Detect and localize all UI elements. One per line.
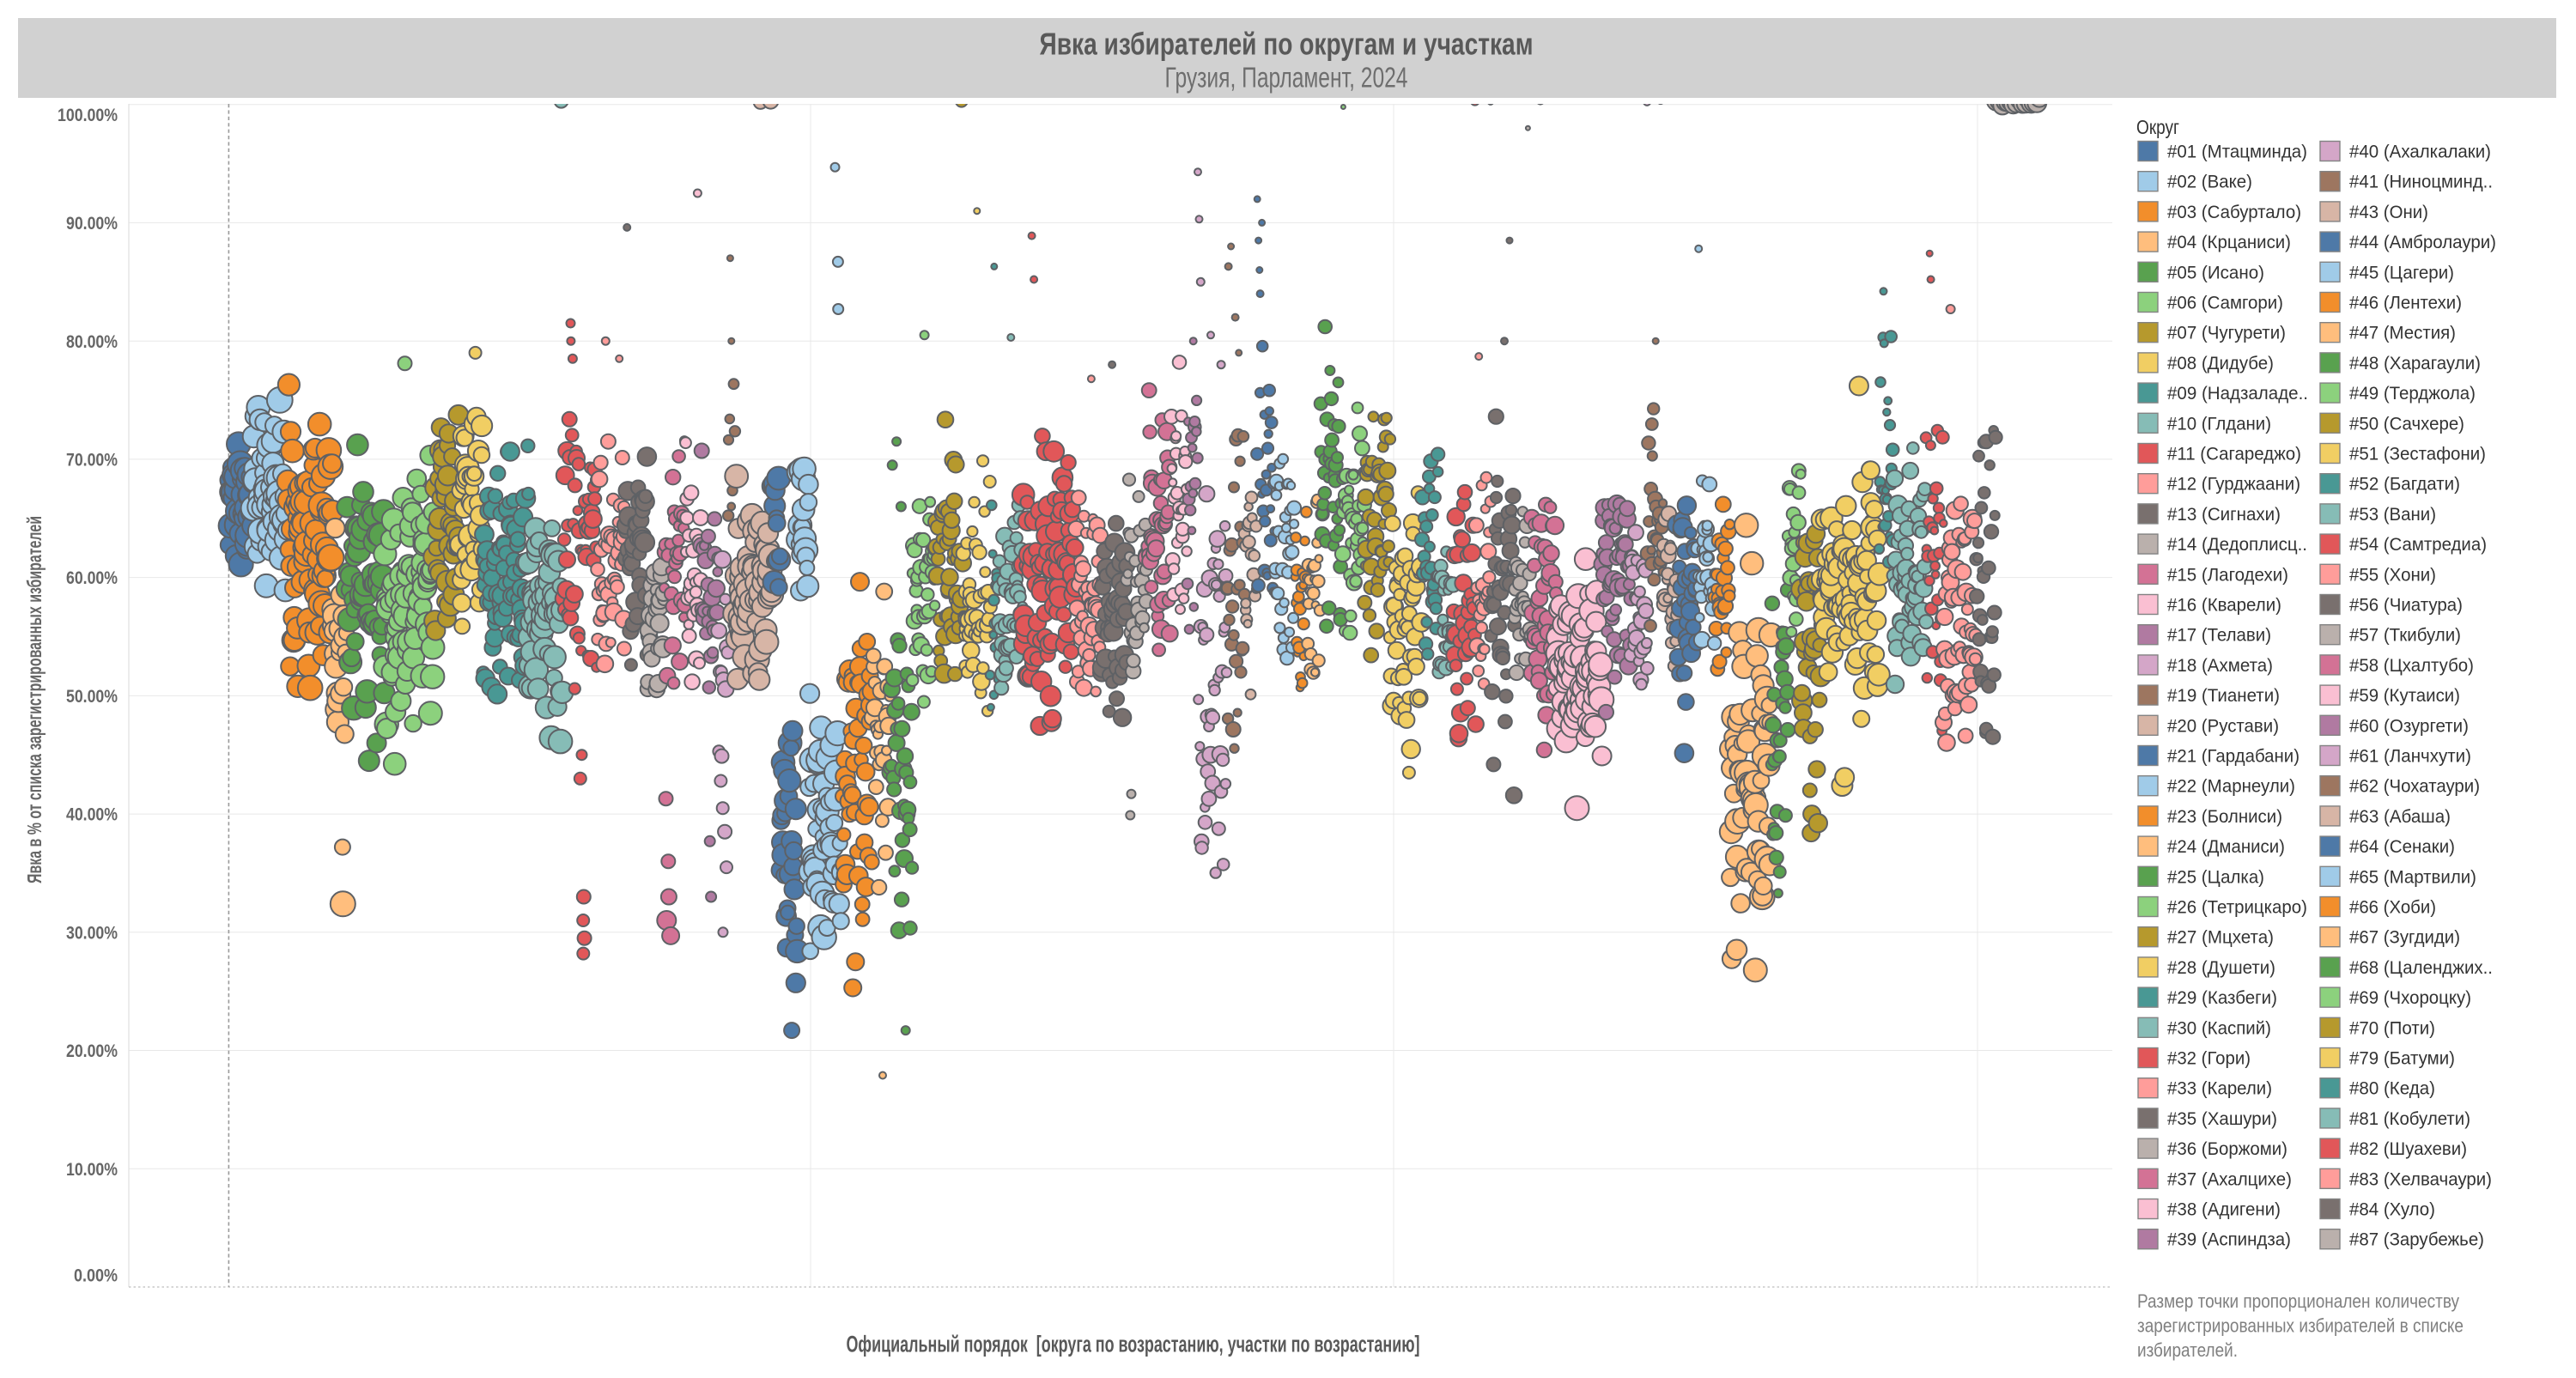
svg-text:#35 (Хашури): #35 (Хашури) [2167, 1109, 2277, 1129]
svg-text:30.00%: 30.00% [66, 923, 118, 943]
svg-text:#05 (Исано): #05 (Исано) [2167, 263, 2264, 282]
svg-text:#44 (Амбролаури): #44 (Амбролаури) [2349, 233, 2496, 252]
svg-text:#06 (Самгори): #06 (Самгори) [2167, 294, 2283, 313]
svg-text:#79 (Батуми): #79 (Батуми) [2349, 1049, 2455, 1069]
svg-text:#48 (Харагаули): #48 (Харагаули) [2349, 354, 2481, 373]
svg-text:#67 (Зугдиди): #67 (Зугдиди) [2349, 928, 2460, 948]
svg-text:#80 (Кеда): #80 (Кеда) [2349, 1079, 2435, 1099]
svg-text:#09 (Надзаладе..: #09 (Надзаладе.. [2167, 384, 2308, 404]
svg-text:#11 (Сагареджо): #11 (Сагареджо) [2167, 445, 2301, 464]
svg-text:70.00%: 70.00% [66, 451, 118, 470]
svg-text:#56 (Чиатура): #56 (Чиатура) [2349, 596, 2463, 616]
svg-text:#47 (Местия): #47 (Местия) [2349, 324, 2456, 343]
svg-text:#23 (Болниси): #23 (Болниси) [2167, 807, 2282, 827]
svg-text:#02 (Ваке): #02 (Ваке) [2167, 173, 2252, 192]
svg-text:#21 (Гардабани): #21 (Гардабани) [2167, 747, 2300, 767]
svg-text:#15 (Лагодехи): #15 (Лагодехи) [2167, 565, 2288, 585]
svg-text:#30 (Каспий): #30 (Каспий) [2167, 1018, 2271, 1038]
svg-text:#07 (Чугурети): #07 (Чугурети) [2167, 324, 2286, 343]
svg-text:#54 (Самтредиа): #54 (Самтредиа) [2349, 535, 2487, 555]
svg-text:#01 (Мтацминда): #01 (Мтацминда) [2167, 143, 2307, 162]
svg-text:#37 (Ахалцихе): #37 (Ахалцихе) [2167, 1169, 2292, 1189]
svg-text:#28 (Душети): #28 (Душети) [2167, 958, 2275, 978]
svg-text:#25 (Цалка): #25 (Цалка) [2167, 867, 2264, 887]
svg-text:#61 (Ланчхути): #61 (Ланчхути) [2349, 747, 2471, 767]
svg-text:#17 (Телави): #17 (Телави) [2167, 626, 2271, 646]
svg-text:#41 (Ниноцминд..: #41 (Ниноцминд.. [2349, 173, 2493, 192]
svg-text:90.00%: 90.00% [66, 214, 118, 234]
svg-text:#10 (Глдани): #10 (Глдани) [2167, 414, 2271, 434]
svg-text:#63 (Абаша): #63 (Абаша) [2349, 807, 2451, 827]
svg-text:Официальный порядок [округа п: Официальный порядок [округа по возрастан… [847, 1332, 1420, 1357]
svg-text:#26 (Тетрицкаро): #26 (Тетрицкаро) [2167, 898, 2307, 918]
svg-text:10.00%: 10.00% [66, 1160, 118, 1180]
svg-text:0.00%: 0.00% [74, 1266, 118, 1286]
svg-text:#13 (Сигнахи): #13 (Сигнахи) [2167, 505, 2281, 525]
svg-text:#08 (Дидубе): #08 (Дидубе) [2167, 354, 2274, 373]
svg-text:#24 (Дманиси): #24 (Дманиси) [2167, 837, 2285, 857]
svg-text:#68 (Цаленджих..: #68 (Цаленджих.. [2349, 958, 2493, 978]
svg-text:#33 (Карели): #33 (Карели) [2167, 1079, 2272, 1099]
svg-text:избирателей.: избирателей. [2137, 1339, 2238, 1361]
svg-text:#81 (Кобулети): #81 (Кобулети) [2349, 1109, 2470, 1129]
svg-text:#82 (Шуахеви): #82 (Шуахеви) [2349, 1139, 2467, 1159]
svg-text:#45 (Цагери): #45 (Цагери) [2349, 263, 2454, 282]
svg-text:#03 (Сабуртало): #03 (Сабуртало) [2167, 203, 2301, 222]
svg-text:#52 (Багдати): #52 (Багдати) [2349, 475, 2460, 495]
svg-text:#18 (Ахмета): #18 (Ахмета) [2167, 656, 2273, 676]
svg-text:Округ: Округ [2136, 116, 2179, 138]
svg-text:#04 (Крцаниси): #04 (Крцаниси) [2167, 233, 2291, 252]
svg-text:20.00%: 20.00% [66, 1041, 118, 1061]
svg-text:#50 (Сачхере): #50 (Сачхере) [2349, 414, 2464, 434]
svg-text:#40 (Ахалкалаки): #40 (Ахалкалаки) [2349, 143, 2491, 162]
svg-text:60.00%: 60.00% [66, 568, 118, 588]
svg-text:40.00%: 40.00% [66, 805, 118, 825]
svg-text:#22 (Марнеули): #22 (Марнеули) [2167, 777, 2295, 797]
svg-text:#70 (Поти): #70 (Поти) [2349, 1018, 2435, 1038]
svg-text:#55 (Хони): #55 (Хони) [2349, 565, 2436, 585]
svg-text:#20 (Рустави): #20 (Рустави) [2167, 716, 2279, 736]
svg-text:#62 (Чохатаури): #62 (Чохатаури) [2349, 777, 2480, 797]
svg-text:#60 (Озургети): #60 (Озургети) [2349, 716, 2469, 736]
svg-text:#58 (Цхалтубо): #58 (Цхалтубо) [2349, 656, 2474, 676]
svg-text:100.00%: 100.00% [58, 106, 118, 125]
svg-text:#32 (Гори): #32 (Гори) [2167, 1049, 2251, 1069]
svg-text:Явка избирателей по округам и: Явка избирателей по округам и участкам [1040, 27, 1534, 62]
svg-text:#12 (Гурджаани): #12 (Гурджаани) [2167, 475, 2300, 495]
svg-text:80.00%: 80.00% [66, 332, 118, 352]
svg-text:#46 (Лентехи): #46 (Лентехи) [2349, 294, 2462, 313]
svg-text:#51 (Зестафони): #51 (Зестафони) [2349, 445, 2486, 464]
svg-text:#64 (Сенаки): #64 (Сенаки) [2349, 837, 2455, 857]
svg-text:#69 (Чхороцку): #69 (Чхороцку) [2349, 988, 2471, 1008]
svg-text:#65 (Мартвили): #65 (Мартвили) [2349, 867, 2476, 887]
svg-text:#39 (Аспиндза): #39 (Аспиндза) [2167, 1230, 2291, 1250]
svg-text:#29 (Казбеги): #29 (Казбеги) [2167, 988, 2277, 1008]
svg-text:#43 (Они): #43 (Они) [2349, 203, 2428, 222]
svg-text:#83 (Хелвачаури): #83 (Хелвачаури) [2349, 1169, 2492, 1189]
svg-text:#59 (Кутаиси): #59 (Кутаиси) [2349, 686, 2460, 706]
svg-text:зарегистрированных избирателей: зарегистрированных избирателей в списке [2137, 1315, 2464, 1337]
svg-text:Явка в % от списка зарегистрир: Явка в % от списка зарегистрированных из… [23, 516, 46, 883]
svg-text:#14 (Дедоплисц..: #14 (Дедоплисц.. [2167, 535, 2307, 555]
svg-text:#57 (Ткибули): #57 (Ткибули) [2349, 626, 2461, 646]
svg-text:#19 (Тианети): #19 (Тианети) [2167, 686, 2280, 706]
svg-text:#16 (Кварели): #16 (Кварели) [2167, 596, 2281, 616]
svg-text:#27 (Мцхета): #27 (Мцхета) [2167, 928, 2274, 948]
svg-text:#36 (Боржоми): #36 (Боржоми) [2167, 1139, 2287, 1159]
svg-text:Грузия, Парламент, 2024: Грузия, Парламент, 2024 [1165, 62, 1408, 94]
svg-text:#87 (Зарубежье): #87 (Зарубежье) [2349, 1230, 2484, 1250]
svg-text:#49 (Терджола): #49 (Терджола) [2349, 384, 2476, 404]
svg-text:#66 (Хоби): #66 (Хоби) [2349, 898, 2436, 918]
svg-text:Размер точки пропорционален ко: Размер точки пропорционален количеству [2137, 1290, 2459, 1312]
svg-text:#53 (Вани): #53 (Вани) [2349, 505, 2436, 525]
svg-text:#84 (Хуло): #84 (Хуло) [2349, 1200, 2435, 1220]
svg-text:50.00%: 50.00% [66, 687, 118, 707]
svg-text:#38 (Адигени): #38 (Адигени) [2167, 1200, 2281, 1220]
